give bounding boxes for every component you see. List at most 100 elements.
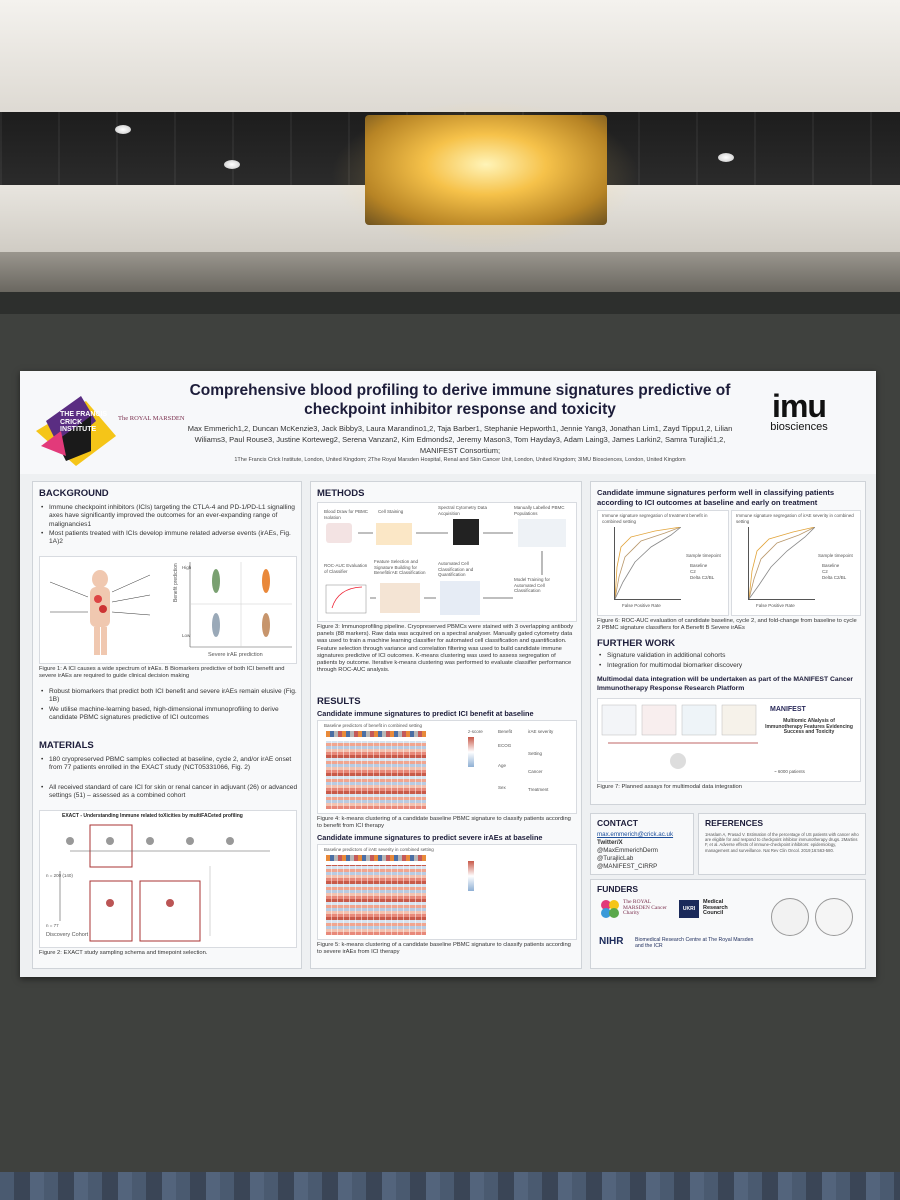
roc-a-legend-2: C2 (690, 569, 696, 574)
figure-3-caption: Figure 3: Immunoprofiling pipeline. Cryo… (317, 624, 574, 674)
funder-royal-marsden: The ROYAL MARSDEN Cancer Charity (623, 899, 667, 916)
figure-6a: Immune signature segregation of treatmen… (597, 510, 729, 616)
figure-4-title: Baseline predictors of benefit in combin… (324, 723, 423, 728)
method-step-8: Model Training for Automated Cell Classi… (514, 577, 551, 593)
legend-benefit: Benefit (498, 729, 513, 734)
legend-age: Age (498, 763, 507, 768)
methods-heading: METHODS (317, 488, 365, 499)
carpet (0, 1172, 900, 1200)
contact-panel: CONTACT max.emmerich@crick.ac.uk Twitter… (590, 813, 694, 875)
poster-affiliations: 1The Francis Crick Institute, London, Un… (234, 457, 686, 463)
method-step-7: Automated Cell Classification and Quanti… (438, 561, 474, 577)
roc-b-title: Immune signature segregation of irAE sev… (736, 513, 854, 524)
roc-a-curves (614, 526, 682, 600)
figure-2-schema (59, 824, 270, 942)
ceiling-spotlight (224, 160, 240, 169)
roc-a-legend-title: Sample timepoint (686, 553, 721, 558)
legend-sex: Sex (498, 785, 506, 790)
further-work-bullet: Signature validation in additional cohor… (599, 652, 865, 661)
roc-b-xlabel: False Positive Rate (756, 603, 795, 608)
legend-treatment: Treatment (528, 787, 549, 792)
multimodal-statement: Multimodal data integration will be unde… (597, 676, 854, 692)
method-step-6: Feature Selection and Signature Building… (374, 559, 426, 575)
figure-1: Benefit prediction Severe irAE predictio… (39, 556, 297, 664)
figure-2-n-cohort: n = 77 (46, 923, 59, 928)
zscore-colorbar (468, 737, 474, 767)
background-bullet: We utilise machine-learning based, high-… (41, 706, 301, 723)
method-step-5: ROC-AUC Evaluation of Classifier (324, 563, 368, 574)
figure-2: EXACT - Understanding Immune related toX… (39, 810, 297, 948)
funder-nihr-text: Biomedical Research Centre at The Royal … (635, 937, 754, 949)
background-bullet: Most patients treated with ICIs develop … (41, 530, 301, 547)
figure-7-caption: Figure 7: Planned assays for multimodal … (597, 784, 743, 790)
imu-logo-sub: biosciences (770, 421, 828, 433)
manifest-subtitle: Multiomic ANalysis of Immunotherapy Feat… (765, 718, 853, 735)
figure-5-title: Baseline predictors of irAE severity in … (324, 847, 434, 852)
board-frame (0, 292, 900, 314)
figure-1-low-label: Low (182, 633, 191, 638)
background-heading: BACKGROUND (39, 488, 109, 499)
funder-ukri: UKRI (679, 900, 699, 918)
contact-heading: CONTACT (597, 818, 638, 828)
middle-column: METHODS Blood Draw for PBMC Isolation Ce… (310, 481, 582, 969)
figure-4-annotation-bar (326, 731, 426, 737)
poster: THE FRANCIS CRICK INSTITUTE The ROYAL MA… (20, 371, 876, 977)
materials-bullet: 180 cryopreserved PBMC samples collected… (41, 756, 301, 773)
figure-4-heatmap (326, 741, 426, 809)
figure-5-annotation-bar (326, 855, 426, 861)
figure-2-n-total: n = 200 (140) (46, 873, 73, 878)
roc-a-xlabel: False Positive Rate (622, 603, 661, 608)
figure-1-xlabel: Severe irAE prediction (208, 652, 263, 658)
funders-heading: FUNDERS (597, 884, 639, 894)
further-work-bullet: Integration for multimodal biomarker dis… (599, 662, 865, 671)
royal-marsden-charity-icon (601, 900, 619, 918)
right-heading: Candidate immune signatures perform well… (597, 488, 835, 507)
ceiling-lamp (365, 115, 607, 225)
patients-count: ~ 6000 patients (774, 769, 805, 774)
further-work-heading: FURTHER WORK (597, 638, 676, 649)
figure-1-drawing (40, 557, 296, 663)
figure-1-caption: Figure 1: A ICI causes a wide spectrum o… (39, 666, 285, 680)
poster-title: Comprehensive blood profiling to derive … (189, 382, 731, 418)
roc-b-legend-1: Baseline (822, 563, 840, 568)
figure-5-caption: Figure 5: k-means clustering of a candid… (317, 942, 571, 956)
method-step-4: Manually Labelled PBMC Populations (514, 505, 565, 516)
materials-bullet: All received standard of care ICI for sk… (41, 784, 301, 801)
left-column: BACKGROUND Immune checkpoint inhibitors … (32, 481, 302, 969)
materials-heading: MATERIALS (39, 740, 94, 751)
legend-setting: Setting (528, 751, 543, 756)
poster-header: THE FRANCIS CRICK INSTITUTE The ROYAL MA… (20, 371, 876, 474)
figure-3-pipeline (325, 519, 566, 615)
contact-email-link[interactable]: max.emmerich@crick.ac.uk (597, 831, 674, 838)
roc-b-curves (748, 526, 816, 600)
roc-a-legend-1: Baseline (690, 563, 708, 568)
figure-1-high-label: High (182, 565, 192, 570)
figure-4: Baseline predictors of benefit in combin… (317, 720, 577, 814)
royal-marsden-logo: The ROYAL MARSDEN (118, 415, 185, 422)
figure-5-heatmap (326, 865, 426, 935)
funder-mrc: Medical Research Council (703, 899, 728, 916)
ceiling (0, 0, 900, 300)
figure-1-ylabel: Benefit prediction (173, 563, 179, 602)
roc-b-axes (748, 526, 816, 600)
roc-a-legend-3: Delta C2/BL (690, 575, 715, 580)
roc-b-legend-title: Sample timepoint (818, 553, 853, 558)
legend-ecog: ECOG (498, 743, 512, 748)
method-step-3: Spectral Cytometry Data Acquisition (438, 505, 488, 516)
results-heading: RESULTS (317, 696, 361, 707)
roc-a-axes (614, 526, 682, 600)
manifest-logo: MANIFEST (770, 706, 806, 713)
imu-logo: imu biosciences (760, 390, 838, 433)
background-bullet: Robust biomarkers that predict both ICI … (41, 688, 301, 705)
ceiling-upper-panel (0, 0, 900, 110)
crick-logo-text: THE FRANCIS CRICK INSTITUTE (60, 411, 108, 433)
method-step-1: Blood Draw for PBMC Isolation (324, 509, 369, 520)
foundation-seal-icon (771, 898, 809, 936)
figure-7: MANIFEST Multiomic ANalysis of Immunothe… (597, 698, 861, 782)
ceiling-spotlight (718, 153, 734, 162)
method-step-2: Cell Staining (378, 509, 404, 514)
figure-6-caption: Figure 6: ROC-AUC evaluation of candidat… (597, 618, 857, 632)
results-subheading-irae: Candidate immune signatures to predict s… (317, 833, 543, 842)
figure-7-diagram (601, 704, 758, 769)
legend-cancer: Cancer (528, 769, 543, 774)
